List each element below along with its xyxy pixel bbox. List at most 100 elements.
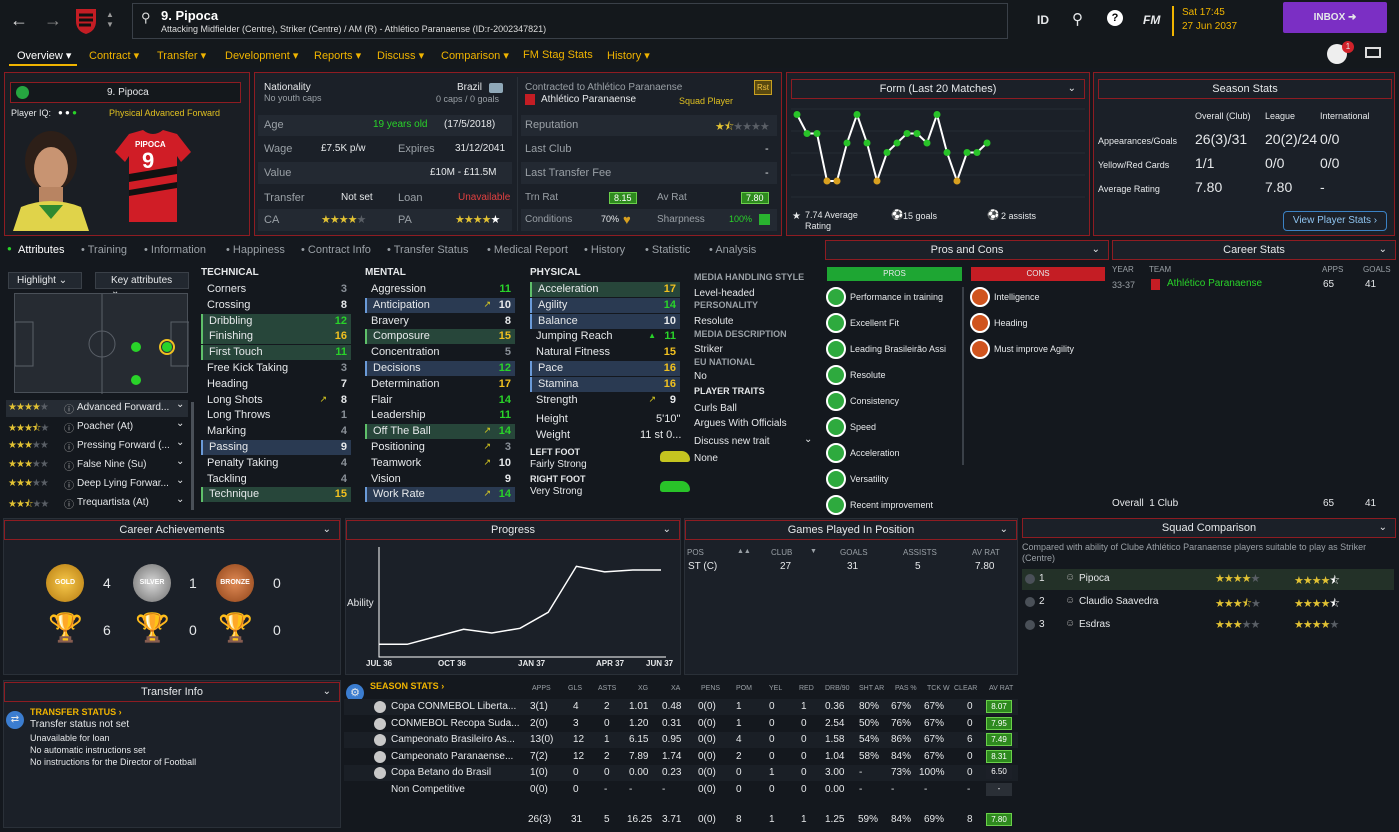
trophy-icon[interactable]: ⚲ (1072, 11, 1083, 28)
transfer-info-header[interactable]: Transfer Info ⌄ (4, 682, 340, 702)
sort-down-icon[interactable]: ▼ (810, 548, 817, 555)
subtab-contract-info[interactable]: • Contract Info (301, 244, 371, 256)
role-row[interactable]: ★★★★★ ⓘ Advanced Forward... ⌄ (6, 399, 188, 417)
attribute-row[interactable]: Determination 17 (365, 377, 515, 392)
form-point[interactable] (853, 111, 861, 118)
attribute-row[interactable]: Acceleration 17 (530, 282, 680, 297)
attribute-row[interactable]: Balance 10 (530, 313, 680, 329)
monitor-icon[interactable] (1365, 47, 1381, 58)
nav-reports[interactable]: Reports ▾ (314, 50, 362, 62)
attribute-row[interactable]: Penalty Taking 4 (201, 456, 351, 471)
squad-row[interactable]: 2 ☺ Claudio Saavedra ★★★⯪★ ★★★★⯪ (1022, 592, 1394, 613)
form-point[interactable] (893, 139, 901, 147)
id-button[interactable]: ID (1037, 13, 1049, 27)
club-name[interactable]: Athlético Paranaense (541, 94, 637, 105)
pros-cons-header[interactable]: Pros and Cons ⌄ (825, 240, 1109, 260)
subtab-analysis[interactable]: • Analysis (709, 244, 757, 256)
form-header[interactable]: Form (Last 20 Matches) ⌄ (791, 79, 1085, 99)
role-row[interactable]: ★★★⯪★ ⓘ Poacher (At) ⌄ (6, 418, 188, 436)
subtab-history[interactable]: • History (584, 244, 626, 256)
form-point[interactable] (963, 149, 971, 156)
attribute-row[interactable]: Corners 3 (201, 282, 351, 297)
attribute-row[interactable]: Anticipation 10 ↗ (365, 297, 515, 313)
attribute-row[interactable]: Decisions 12 (365, 361, 515, 376)
attribute-row[interactable]: Technique 15 (201, 487, 351, 503)
subtab-attributes[interactable]: Attributes (18, 244, 65, 256)
transfer-status-link[interactable]: TRANSFER STATUS › (30, 707, 122, 717)
form-point[interactable] (933, 111, 941, 118)
help-icon[interactable]: ? (1107, 10, 1123, 26)
subtab-transfer-status[interactable]: • Transfer Status (387, 244, 469, 256)
form-point[interactable] (833, 177, 841, 185)
squad-comparison-header[interactable]: Squad Comparison ⌄ (1022, 518, 1396, 538)
form-point[interactable] (913, 130, 921, 137)
attribute-row[interactable]: Strength 9 ↗ (530, 393, 680, 408)
attribute-row[interactable]: Natural Fitness 15 (530, 345, 680, 360)
attribute-row[interactable]: Aggression 11 (365, 282, 515, 297)
role-row[interactable]: ★★★★★ ⓘ Pressing Forward (... ⌄ (6, 437, 188, 455)
season-table-row[interactable]: Campeonato Brasileiro As... 13(0) 12 1 6.15 0… (344, 732, 1018, 748)
attribute-row[interactable]: Stamina 16 (530, 376, 680, 392)
attribute-row[interactable]: Marking 4 (201, 424, 351, 439)
nav-development[interactable]: Development ▾ (225, 50, 299, 62)
role-row[interactable]: ★★★★★ ⓘ False Nine (Su) ⌄ (6, 456, 188, 474)
form-point[interactable] (793, 111, 801, 118)
nav-discuss[interactable]: Discuss ▾ (377, 50, 425, 62)
sort-arrows-icon[interactable]: ▲ ▼ (106, 10, 114, 29)
form-point[interactable] (973, 149, 981, 156)
attribute-row[interactable]: Heading 7 (201, 377, 351, 392)
form-point[interactable] (873, 177, 881, 185)
role-scrollbar[interactable] (191, 402, 194, 510)
attribute-row[interactable]: Leadership 11 (365, 408, 515, 423)
season-table-row[interactable]: Copa CONMEBOL Liberta... 3(1) 4 2 1.01 0.48 0(… (344, 699, 1018, 715)
attribute-row[interactable]: Pace 16 (530, 361, 680, 376)
attribute-row[interactable]: Concentration 5 (365, 345, 515, 360)
nav-transfer[interactable]: Transfer ▾ (157, 50, 207, 62)
attribute-row[interactable]: Passing 9 (201, 440, 351, 455)
player-search-box[interactable]: ⚲ 9. Pipoca Attacking Midfielder (Centre… (132, 3, 1008, 39)
attribute-row[interactable]: Off The Ball 14 ↗ (365, 424, 515, 440)
subtab-training[interactable]: • Training (81, 244, 128, 256)
attribute-row[interactable]: Jumping Reach 11 ▲ (530, 329, 680, 344)
inbox-button[interactable]: INBOX ➜ (1283, 2, 1387, 33)
form-point[interactable] (953, 177, 961, 185)
key-attributes-dropdown[interactable]: Key attributes ⌄ (95, 272, 189, 297)
highlight-dropdown[interactable]: Highlight ⌄ (8, 272, 82, 289)
form-point[interactable] (983, 139, 991, 147)
attribute-row[interactable]: Teamwork 10 ↗ (365, 456, 515, 471)
attribute-row[interactable]: Vision 9 (365, 472, 515, 487)
nav-fm-stag-stats[interactable]: FM Stag Stats (523, 49, 593, 61)
attribute-row[interactable]: Agility 14 (530, 297, 680, 313)
attribute-row[interactable]: Work Rate 14 ↗ (365, 487, 515, 503)
pros-scrollbar[interactable] (962, 287, 964, 465)
squad-row[interactable]: 3 ☺ Esdras ★★★★★ ★★★★★ (1022, 615, 1394, 636)
attribute-row[interactable]: Tackling 4 (201, 472, 351, 487)
form-point[interactable] (943, 149, 951, 156)
subtab-statistic[interactable]: • Statistic (645, 244, 691, 256)
attribute-row[interactable]: Composure 15 (365, 329, 515, 345)
subtab-medical-report[interactable]: • Medical Report (487, 244, 568, 256)
nav-overview[interactable]: Overview ▾ (17, 50, 72, 62)
form-point[interactable] (813, 130, 821, 137)
sort-icon[interactable]: ▲▲ (737, 548, 751, 555)
form-point[interactable] (883, 149, 891, 156)
squad-row[interactable]: 1 ☺ Pipoca ★★★★★ ★★★★⯪ (1022, 569, 1394, 590)
fm-button[interactable]: FM (1143, 13, 1161, 27)
form-point[interactable] (903, 130, 911, 137)
nav-history[interactable]: History ▾ (607, 50, 650, 62)
form-point[interactable] (823, 177, 831, 185)
games-position-header[interactable]: Games Played In Position ⌄ (685, 520, 1017, 540)
back-arrow-icon[interactable]: ← (10, 10, 28, 30)
role-row[interactable]: ★★⯪★★ ⓘ Trequartista (At) ⌄ (6, 494, 188, 512)
form-point[interactable] (803, 130, 811, 137)
season-stats-link[interactable]: SEASON STATS › (370, 681, 445, 691)
attribute-row[interactable]: Crossing 8 (201, 298, 351, 313)
form-point[interactable] (843, 139, 851, 147)
season-table-row[interactable]: Non Competitive 0(0) 0 - - - 0(0) 0 0 0 0.00 - - - - - (344, 782, 1018, 798)
forward-arrow-icon[interactable]: → (44, 10, 62, 30)
attribute-row[interactable]: Flair 14 (365, 393, 515, 408)
season-table-row[interactable]: CONMEBOL Recopa Suda... 2(0) 3 0 1.20 0.31 0(0… (344, 716, 1018, 732)
attribute-row[interactable]: Free Kick Taking 3 (201, 361, 351, 376)
subtab-information[interactable]: • Information (144, 244, 206, 256)
discuss-new-trait-dropdown[interactable]: Discuss new trait ⌄ (694, 434, 812, 447)
